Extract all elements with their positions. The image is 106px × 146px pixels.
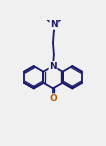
Text: O: O [49, 94, 57, 103]
Text: N: N [50, 20, 58, 29]
Text: N: N [49, 62, 57, 71]
